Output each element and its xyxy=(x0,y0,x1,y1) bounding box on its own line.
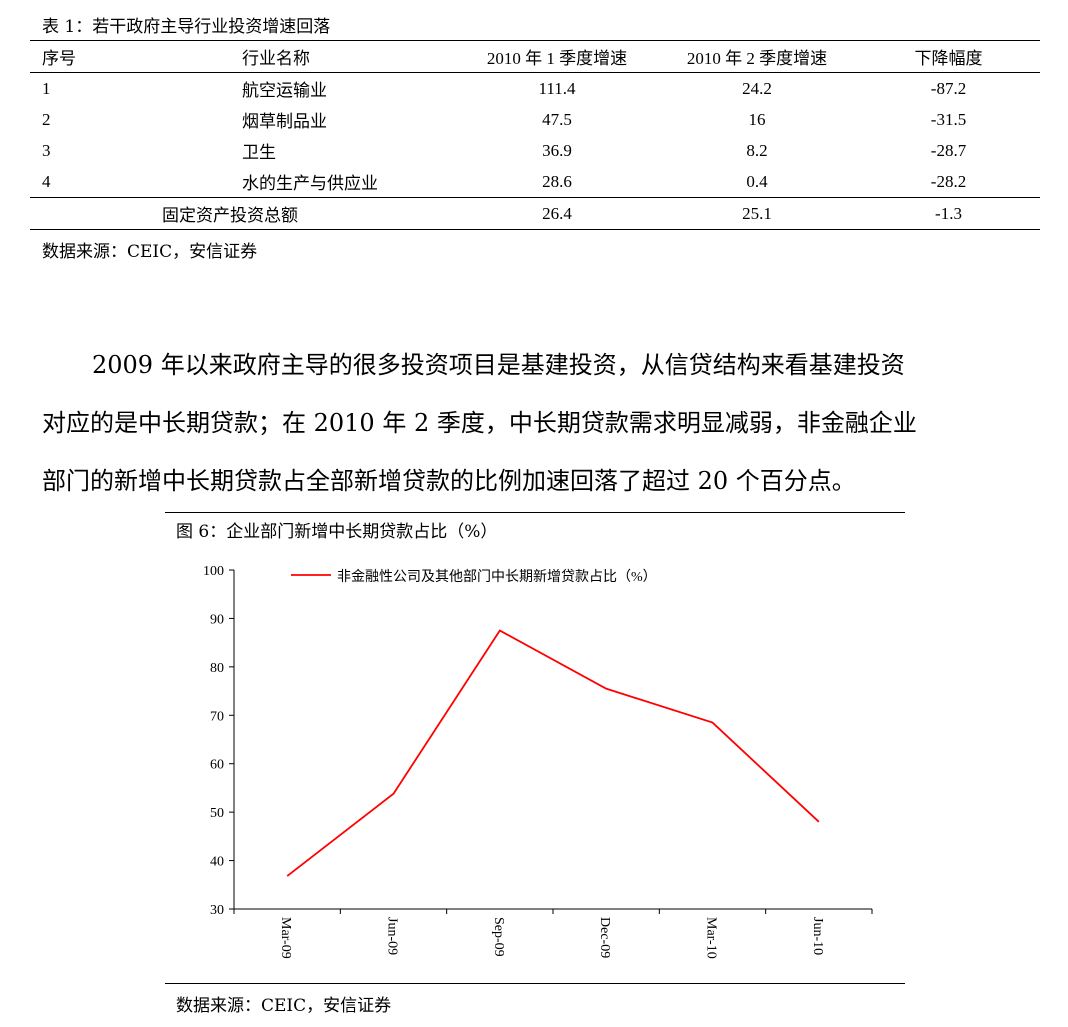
cell-drop: -28.2 xyxy=(930,171,967,191)
header-q2: 2010 年 2 季度增速 xyxy=(686,49,828,68)
paragraph-line: 2009 年以来政府主导的很多投资项目是基建投资，从信贷结构来看基建投资 xyxy=(92,351,905,379)
y-tick-label: 60 xyxy=(210,758,224,773)
cell-total-q1: 26.4 xyxy=(542,203,572,223)
cell-total-drop: -1.3 xyxy=(935,203,962,223)
legend-label: 非金融性公司及其他部门中长期新增贷款占比（%） xyxy=(337,569,657,585)
figure-bottom-rule xyxy=(165,983,905,984)
body-paragraph: 2009 年以来政府主导的很多投资项目是基建投资，从信贷结构来看基建投资 对应的… xyxy=(42,336,1042,510)
cell-industry: 卫生 xyxy=(242,143,276,162)
cell-drop: -31.5 xyxy=(930,109,967,129)
x-tick-label: Dec-09 xyxy=(597,917,612,958)
cell-industry: 烟草制品业 xyxy=(242,112,327,131)
y-tick-label: 30 xyxy=(210,903,224,918)
y-tick-label: 50 xyxy=(210,806,224,821)
cell-no: 3 xyxy=(42,140,51,160)
figure-top-rule xyxy=(165,512,905,513)
x-tick-label: Mar-10 xyxy=(704,917,719,959)
x-tick-label: Jun-10 xyxy=(810,917,825,955)
paragraph-line: 对应的是中长期贷款；在 2010 年 2 季度，中长期贷款需求明显减弱，非金融企… xyxy=(42,409,917,437)
cell-q2: 8.2 xyxy=(746,140,768,160)
table-row: 3 卫生 36.9 8.2 -28.7 xyxy=(30,135,1040,166)
cell-no: 1 xyxy=(42,78,51,98)
cell-total-q2: 25.1 xyxy=(742,203,772,223)
cell-q1: 47.5 xyxy=(542,109,572,129)
cell-q2: 24.2 xyxy=(742,78,772,98)
header-q1: 2010 年 1 季度增速 xyxy=(486,49,628,68)
line-chart: 30 40 50 60 70 80 90 100 Mar-09 Jun-09 Sep-09 Dec-0… xyxy=(203,564,873,959)
table-row: 4 水的生产与供应业 28.6 0.4 -28.2 xyxy=(30,166,1040,198)
cell-q1: 36.9 xyxy=(542,140,572,160)
table-title: 表 1：若干政府主导行业投资增速回落 xyxy=(42,17,331,37)
y-tick-label: 100 xyxy=(203,564,224,579)
table-header-row: 序号 行业名称 2010 年 1 季度增速 2010 年 2 季度增速 下降幅度 xyxy=(30,40,1040,73)
y-tick-label: 70 xyxy=(210,709,224,724)
cell-drop: -28.7 xyxy=(930,140,967,160)
table-row: 1 航空运输业 111.4 24.2 -87.2 xyxy=(30,73,1040,105)
cell-drop: -87.2 xyxy=(930,78,967,98)
cell-q1: 28.6 xyxy=(542,171,572,191)
cell-q2: 0.4 xyxy=(746,171,768,191)
table-source: 数据来源：CEIC，安信证券 xyxy=(42,242,258,262)
figure-source: 数据来源：CEIC，安信证券 xyxy=(176,996,392,1016)
cell-q1: 111.4 xyxy=(538,78,576,98)
investment-growth-table: 序号 行业名称 2010 年 1 季度增速 2010 年 2 季度增速 下降幅度… xyxy=(30,40,1040,230)
figure-title: 图 6：企业部门新增中长期贷款占比（%） xyxy=(176,522,498,542)
y-tick-label: 80 xyxy=(210,661,224,676)
x-tick-label: Mar-09 xyxy=(278,917,293,959)
cell-industry: 水的生产与供应业 xyxy=(242,174,378,193)
cell-q2: 16 xyxy=(748,109,766,129)
x-tick-label: Sep-09 xyxy=(491,917,506,957)
table-total-row: 固定资产投资总额 26.4 25.1 -1.3 xyxy=(30,197,1040,230)
y-tick-label: 90 xyxy=(210,612,224,627)
cell-no: 2 xyxy=(42,109,51,129)
table-row: 2 烟草制品业 47.5 16 -31.5 xyxy=(30,104,1040,135)
y-tick-label: 40 xyxy=(210,855,224,870)
cell-total-label: 固定资产投资总额 xyxy=(162,206,298,225)
series-line xyxy=(286,629,820,877)
cell-industry: 航空运输业 xyxy=(242,81,327,100)
x-tick-label: Jun-09 xyxy=(385,917,400,955)
header-drop: 下降幅度 xyxy=(914,49,983,68)
cell-no: 4 xyxy=(42,171,51,191)
paragraph-line: 部门的新增中长期贷款占全部新增贷款的比例加速回落了超过 20 个百分点。 xyxy=(42,467,856,495)
header-industry: 行业名称 xyxy=(242,49,310,68)
header-no: 序号 xyxy=(42,49,76,68)
